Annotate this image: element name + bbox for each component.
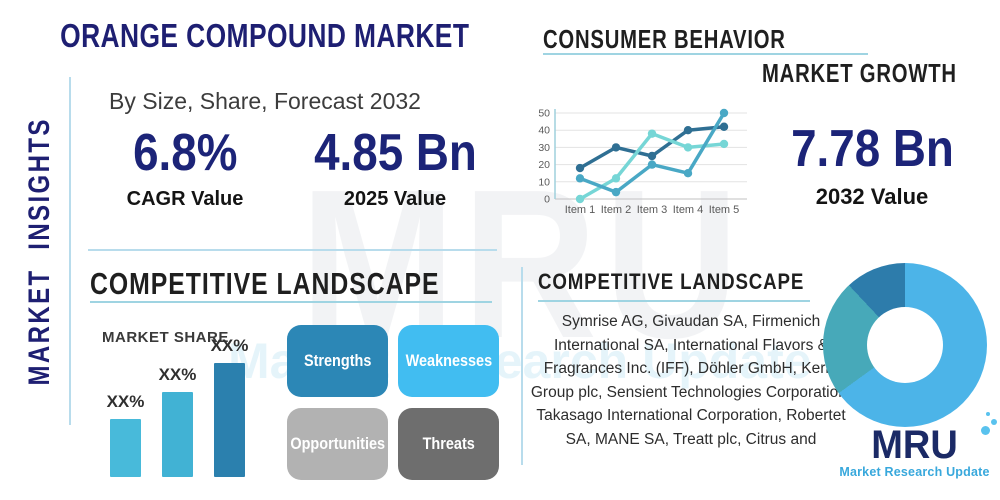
label-2032: 2032 Value <box>815 184 929 209</box>
market-share-bar-chart: XX% XX% XX% <box>107 336 258 477</box>
market-share-bar <box>110 419 141 477</box>
logo-droplet-icon <box>990 419 997 425</box>
cagr-value: 6.8% <box>132 124 238 182</box>
heading-competitive-landscape-left: COMPETITIVE LANDSCAPE <box>90 266 440 301</box>
logo-droplet-icon <box>980 426 990 435</box>
page-subtitle: By Size, Share, Forecast 2032 <box>109 88 421 114</box>
horizontal-divider <box>88 249 497 251</box>
logo-droplet-icon <box>985 412 990 416</box>
svg-text:Item 3: Item 3 <box>637 204 668 216</box>
competitive-landscape-right-underline <box>538 300 810 302</box>
label-2025: 2025 Value <box>343 188 447 210</box>
svg-text:Item 5: Item 5 <box>709 204 740 216</box>
svg-text:40: 40 <box>538 125 550 137</box>
market-share-bar <box>214 363 245 477</box>
svg-text:20: 20 <box>538 159 550 171</box>
market-share-title: MARKET SHARE <box>102 329 229 346</box>
sidebar-vertical-title: MARKET INSIGHTS <box>23 116 56 386</box>
cagr-stat: 6.8% CAGR Value <box>85 124 285 211</box>
swot-strengths-box: Strengths <box>287 325 388 397</box>
heading-competitive-landscape-right: COMPETITIVE LANDSCAPE <box>538 269 805 294</box>
swot-opportunities-box: Opportunities <box>287 408 388 480</box>
consumer-behavior-line-chart: 0 10 20 30 40 50 Item 1 Item 2 Item 3 Item 4 Item … <box>538 108 747 216</box>
logo-subtext: Market Research Update <box>839 465 990 479</box>
market-share-bar-label: XX% <box>106 392 145 411</box>
companies-list-text: Symrise AG, Givaudan SA, Firmenich Inter… <box>530 313 852 448</box>
value-2025: 4.85 Bn <box>313 124 477 182</box>
value-2032-stat: 7.78 Bn 2032 Value <box>772 120 972 210</box>
svg-text:0: 0 <box>544 194 550 206</box>
svg-text:Item 1: Item 1 <box>565 204 596 216</box>
svg-text:10: 10 <box>538 176 550 188</box>
heading-market-growth: MARKET GROWTH <box>762 58 957 88</box>
sidebar-divider-line <box>69 77 71 425</box>
mru-logo: MRU Market Research Update <box>832 412 997 479</box>
donut-hole <box>867 307 943 383</box>
logo-text: MRU <box>871 423 958 467</box>
vertical-divider <box>521 267 523 465</box>
donut-chart <box>823 263 987 427</box>
competitive-landscape-left-underline <box>90 301 492 303</box>
market-share-bar-label: XX% <box>158 365 197 384</box>
value-2032: 7.78 Bn <box>790 120 954 178</box>
market-share-bar <box>162 392 193 477</box>
cagr-label: CAGR Value <box>126 188 244 210</box>
swot-grid: Strengths Weaknesses Opportunities Threa… <box>287 325 499 480</box>
svg-text:Item 2: Item 2 <box>601 204 632 216</box>
svg-text:50: 50 <box>538 108 550 120</box>
svg-text:30: 30 <box>538 142 550 154</box>
heading-consumer-behavior: CONSUMER BEHAVIOR <box>543 24 786 54</box>
market-share-bar-label: XX% <box>210 336 249 355</box>
svg-text:Item 4: Item 4 <box>673 204 704 216</box>
page-title: ORANGE COMPOUND MARKET <box>60 17 470 54</box>
swot-threats-box: Threats <box>398 408 499 480</box>
swot-weaknesses-box: Weaknesses <box>398 325 499 397</box>
consumer-behavior-underline <box>543 53 868 55</box>
value-2025-stat: 4.85 Bn 2025 Value <box>295 124 495 211</box>
